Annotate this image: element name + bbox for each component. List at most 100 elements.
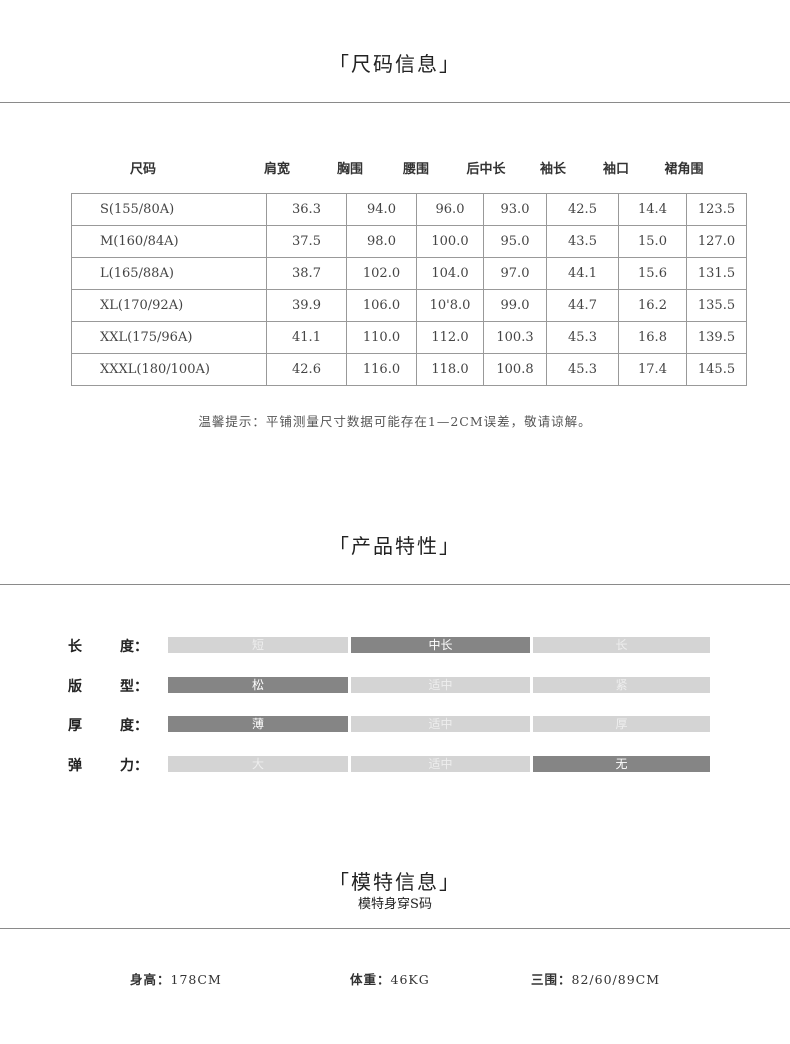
- measurement-cell: 106.0: [346, 289, 417, 322]
- measurement-cell: 104.0: [416, 257, 484, 290]
- height-label: 身高：: [130, 972, 171, 987]
- column-header: 袖口: [602, 162, 629, 177]
- measurement-cell: 44.7: [546, 289, 619, 322]
- column-header: 后中长: [466, 162, 506, 177]
- feature-option: 适中: [351, 677, 530, 693]
- size-cell: M(160/84A): [71, 225, 267, 258]
- size-cell: L(165/88A): [71, 257, 267, 290]
- feature-option-selected: 无: [533, 756, 710, 772]
- measurement-cell: 15.0: [618, 225, 687, 258]
- weight-label: 体重：: [350, 972, 391, 987]
- measurement-cell: 97.0: [483, 257, 547, 290]
- height-value: 178CM: [170, 972, 222, 987]
- divider: [0, 102, 790, 103]
- feature-option-selected: 松: [168, 677, 348, 693]
- model-measurements: 三围：82/60/89CM: [531, 969, 660, 988]
- measurement-cell: 127.0: [686, 225, 747, 258]
- measurement-cell: 100.3: [483, 321, 547, 354]
- measurement-cell: 36.3: [266, 193, 347, 226]
- measurement-cell: 38.7: [266, 257, 347, 290]
- measurement-cell: 10'8.0: [416, 289, 484, 322]
- model-section-title: 「模特信息」: [329, 870, 461, 894]
- column-header: 尺码: [129, 162, 156, 177]
- measurement-cell: 16.8: [618, 321, 687, 354]
- measurement-cell: 131.5: [686, 257, 747, 290]
- feature-label: 厚: [68, 718, 82, 734]
- column-header: 腰围: [402, 162, 429, 177]
- model-height: 身高：178CM: [130, 969, 222, 988]
- measurement-cell: 116.0: [346, 353, 417, 386]
- divider: [0, 928, 790, 929]
- measurement-cell: 112.0: [416, 321, 484, 354]
- measurement-cell: 123.5: [686, 193, 747, 226]
- size-cell: XL(170/92A): [71, 289, 267, 322]
- measurement-cell: 42.5: [546, 193, 619, 226]
- feature-label: 版: [68, 679, 82, 695]
- model-subtitle: 模特身穿S码: [358, 897, 432, 912]
- measurement-cell: 45.3: [546, 353, 619, 386]
- measurement-cell: 102.0: [346, 257, 417, 290]
- measurement-cell: 14.4: [618, 193, 687, 226]
- measurement-cell: 96.0: [416, 193, 484, 226]
- table-row: L(165/88A) 38.7 102.0 104.0 97.0 44.1 15.6 131.…: [71, 257, 747, 290]
- table-row: XXXL(180/100A) 42.6 116.0 118.0 100.8 45.3 17.…: [71, 353, 747, 386]
- measurement-cell: 99.0: [483, 289, 547, 322]
- measurement-cell: 44.1: [546, 257, 619, 290]
- measurement-cell: 100.0: [416, 225, 484, 258]
- measurement-cell: 41.1: [266, 321, 347, 354]
- feature-option: 大: [168, 756, 348, 772]
- measurement-cell: 37.5: [266, 225, 347, 258]
- measurement-cell: 42.6: [266, 353, 347, 386]
- feature-option: 适中: [351, 756, 530, 772]
- table-row: XL(170/92A) 39.9 106.0 10'8.0 99.0 44.7 16.2 13…: [71, 289, 747, 322]
- table-row: S(155/80A) 36.3 94.0 96.0 93.0 42.5 14.4 123.5: [71, 193, 747, 226]
- feature-option-selected: 中长: [351, 637, 530, 653]
- features-section-title: 「产品特性」: [329, 534, 461, 558]
- size-section-title: 「尺码信息」: [329, 52, 461, 76]
- measurement-cell: 118.0: [416, 353, 484, 386]
- measurement-cell: 145.5: [686, 353, 747, 386]
- table-row: XXL(175/96A) 41.1 110.0 112.0 100.3 45.3 16.8 1…: [71, 321, 747, 354]
- feature-label: 度：: [120, 639, 148, 655]
- feature-label: 度：: [120, 718, 148, 734]
- column-header: 肩宽: [263, 162, 290, 177]
- measurement-cell: 135.5: [686, 289, 747, 322]
- measurement-cell: 139.5: [686, 321, 747, 354]
- feature-option: 短: [168, 637, 348, 653]
- divider: [0, 584, 790, 585]
- feature-label: 力：: [120, 758, 148, 774]
- measurement-cell: 95.0: [483, 225, 547, 258]
- measurement-cell: 110.0: [346, 321, 417, 354]
- measurement-cell: 39.9: [266, 289, 347, 322]
- feature-option: 紧: [533, 677, 710, 693]
- measurements-label: 三围：: [531, 972, 572, 987]
- feature-option: 适中: [351, 716, 530, 732]
- feature-label: 弹: [68, 758, 82, 774]
- measurement-cell: 100.8: [483, 353, 547, 386]
- measurement-cell: 93.0: [483, 193, 547, 226]
- measurement-cell: 43.5: [546, 225, 619, 258]
- weight-value: 46KG: [390, 972, 430, 987]
- measurement-note: 温馨提示：平铺测量尺寸数据可能存在1—2CM误差，敬请谅解。: [198, 414, 592, 429]
- measurement-cell: 45.3: [546, 321, 619, 354]
- feature-label: 型：: [120, 679, 148, 695]
- model-weight: 体重：46KG: [350, 969, 430, 988]
- feature-label: 长: [68, 639, 82, 655]
- column-header: 裙角围: [664, 162, 704, 177]
- measurement-cell: 98.0: [346, 225, 417, 258]
- size-cell: XXL(175/96A): [71, 321, 267, 354]
- measurement-cell: 94.0: [346, 193, 417, 226]
- column-header: 胸围: [336, 162, 363, 177]
- size-table: S(155/80A) 36.3 94.0 96.0 93.0 42.5 14.4 123.5 M…: [71, 193, 747, 386]
- feature-option: 长: [533, 637, 710, 653]
- measurement-cell: 15.6: [618, 257, 687, 290]
- measurement-cell: 16.2: [618, 289, 687, 322]
- feature-option-selected: 薄: [168, 716, 348, 732]
- column-header: 袖长: [539, 162, 566, 177]
- feature-option: 厚: [533, 716, 710, 732]
- size-cell: S(155/80A): [71, 193, 267, 226]
- measurement-cell: 17.4: [618, 353, 687, 386]
- measurements-value: 82/60/89CM: [571, 972, 661, 987]
- size-cell: XXXL(180/100A): [71, 353, 267, 386]
